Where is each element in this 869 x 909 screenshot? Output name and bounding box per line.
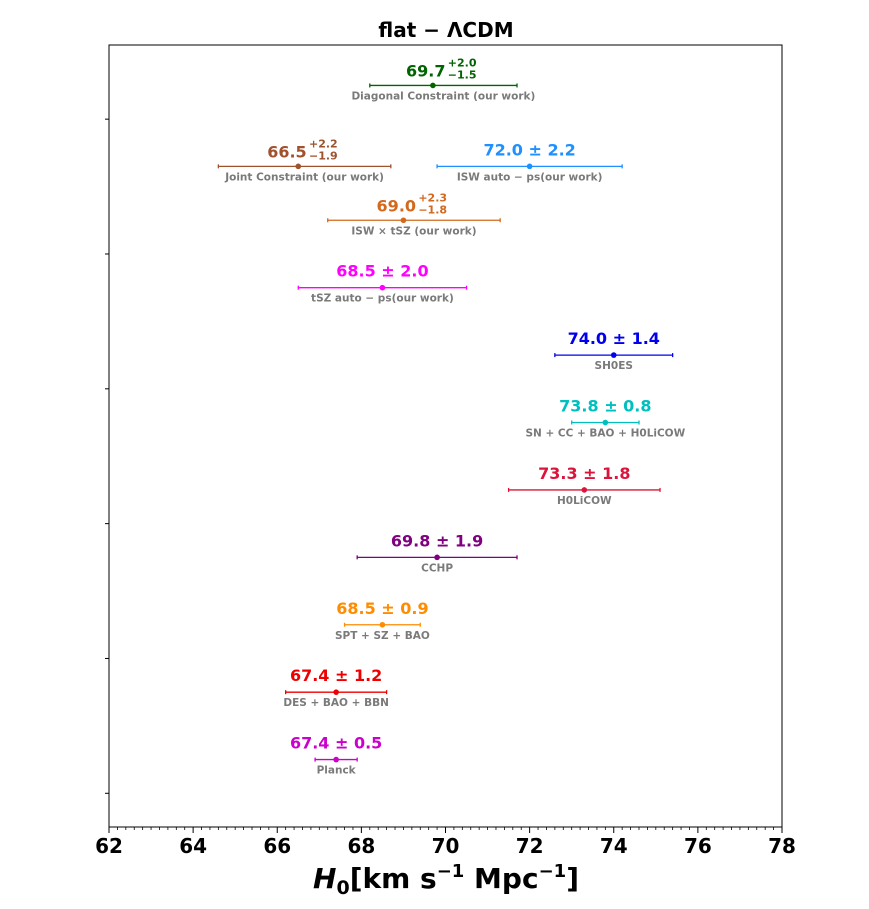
x-tick-label: 64 bbox=[179, 834, 207, 858]
point-value-label: 69.7 bbox=[406, 61, 445, 80]
data-point: 72.0 ± 2.2 ISW auto − ps(our work) bbox=[436, 140, 623, 183]
data-point: 66.5 +2.2−1.9 Joint Constraint (our work) bbox=[217, 137, 392, 183]
x-axis-label: H0[km s−1 Mpc−1] bbox=[313, 861, 579, 899]
data-point: 69.7 +2.0−1.5 Diagonal Constraint (our wor… bbox=[351, 56, 535, 102]
point-value-label: 68.5 ± 0.9 bbox=[336, 599, 428, 618]
upper-error-label: +2.2 bbox=[309, 137, 338, 150]
axis-ticks: 62 64 66 68 70 72 74 76 78 bbox=[95, 118, 796, 858]
x-tick-label: 74 bbox=[600, 834, 628, 858]
data-point: 74.0 ± 1.4 SH0ES bbox=[554, 329, 674, 372]
point-marker bbox=[526, 163, 533, 170]
x-tick-label: 70 bbox=[432, 834, 460, 858]
point-source-label: SH0ES bbox=[595, 360, 633, 372]
point-marker bbox=[434, 554, 440, 561]
point-value-label: 69.0 bbox=[377, 196, 416, 215]
point-source-label: SN + CC + BAO + H0LiCOW bbox=[525, 428, 685, 440]
data-point: 69.8 ± 1.9 CCHP bbox=[356, 531, 518, 574]
x-tick-label: 72 bbox=[516, 834, 544, 858]
data-point: 68.5 ± 2.0 tSZ auto − ps(our work) bbox=[297, 262, 468, 305]
point-value-label: 66.5 bbox=[267, 142, 306, 161]
point-marker bbox=[610, 352, 617, 358]
point-marker bbox=[400, 217, 407, 224]
lower-error-label: −1.8 bbox=[418, 203, 447, 216]
upper-error-label: +2.0 bbox=[448, 56, 477, 69]
x-tick-label: 68 bbox=[347, 834, 375, 858]
point-marker bbox=[379, 284, 386, 291]
x-tick-label: 62 bbox=[95, 834, 123, 858]
point-marker bbox=[581, 487, 588, 493]
point-marker bbox=[430, 82, 436, 89]
point-value-label: 68.5 ± 2.0 bbox=[336, 262, 428, 281]
x-tick-label: 66 bbox=[263, 834, 291, 858]
point-marker bbox=[295, 163, 302, 170]
point-source-label: SPT + SZ + BAO bbox=[335, 630, 430, 642]
point-source-label: H0LiCOW bbox=[557, 495, 612, 507]
point-source-label: ISW auto − ps(our work) bbox=[457, 171, 603, 183]
point-value-label: 74.0 ± 1.4 bbox=[568, 329, 660, 348]
lower-error-label: −1.5 bbox=[448, 68, 477, 81]
data-point: 73.3 ± 1.8 H0LiCOW bbox=[507, 464, 661, 507]
data-point: 68.5 ± 0.9 SPT + SZ + BAO bbox=[335, 599, 430, 642]
point-source-label: Joint Constraint (our work) bbox=[224, 171, 384, 183]
point-value-label: 73.8 ± 0.8 bbox=[559, 397, 651, 416]
point-value-label: 67.4 ± 1.2 bbox=[290, 666, 382, 685]
point-source-label: DES + BAO + BBN bbox=[283, 697, 389, 709]
point-source-label: ISW × tSZ (our work) bbox=[351, 225, 476, 237]
data-point: 73.8 ± 0.8 SN + CC + BAO + H0LiCOW bbox=[525, 397, 685, 440]
data-marks: 69.7 +2.0−1.5 Diagonal Constraint (our wor… bbox=[217, 56, 686, 777]
data-point: 67.4 ± 0.5 Planck bbox=[290, 734, 382, 777]
point-marker bbox=[333, 689, 339, 695]
point-marker bbox=[602, 419, 609, 426]
upper-error-label: +2.3 bbox=[418, 191, 447, 204]
data-point: 69.0 +2.3−1.8 ISW × tSZ (our work) bbox=[327, 191, 501, 237]
point-value-label: 73.3 ± 1.8 bbox=[538, 464, 630, 483]
x-tick-label: 76 bbox=[684, 834, 712, 858]
point-source-label: Planck bbox=[317, 765, 357, 777]
point-value-label: 72.0 ± 2.2 bbox=[483, 140, 575, 159]
point-value-label: 69.8 ± 1.9 bbox=[391, 531, 483, 550]
point-marker bbox=[333, 756, 339, 763]
point-value-label: 67.4 ± 0.5 bbox=[290, 734, 382, 753]
point-source-label: CCHP bbox=[421, 562, 453, 574]
point-source-label: tSZ auto − ps(our work) bbox=[311, 293, 454, 305]
point-marker bbox=[379, 621, 386, 628]
lower-error-label: −1.9 bbox=[309, 149, 338, 162]
point-source-label: Diagonal Constraint (our work) bbox=[351, 90, 535, 102]
x-tick-label: 78 bbox=[768, 834, 796, 858]
chart-title: flat − ΛCDM bbox=[378, 18, 513, 42]
data-point: 67.4 ± 1.2 DES + BAO + BBN bbox=[283, 666, 389, 709]
